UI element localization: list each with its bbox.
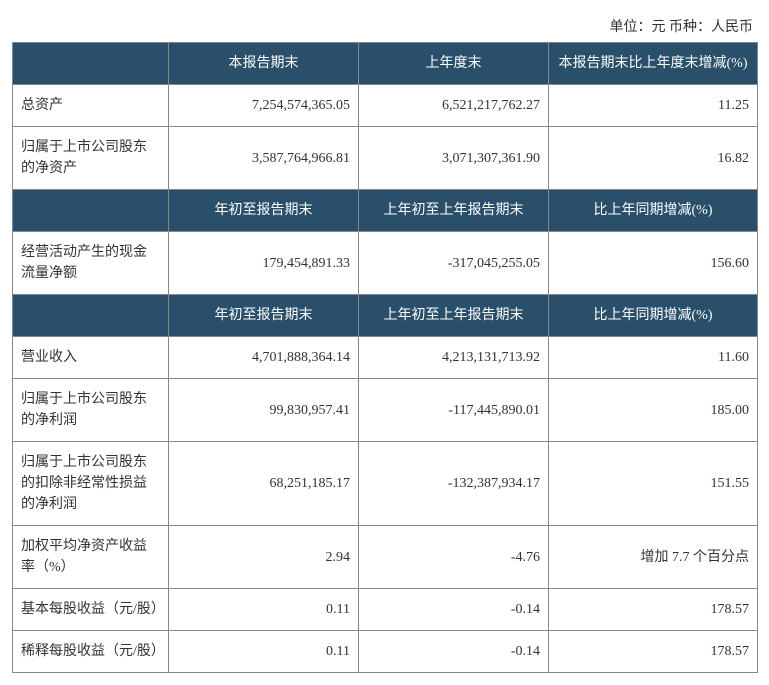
cell-value: 0.11 (169, 631, 359, 673)
cell-value: -0.14 (359, 589, 549, 631)
row-label: 经营活动产生的现金流量净额 (13, 232, 169, 295)
header-change-pct: 本报告期末比上年度末增减(%) (549, 43, 758, 85)
cell-value: 178.57 (549, 631, 758, 673)
header-blank (13, 43, 169, 85)
row-label: 营业收入 (13, 337, 169, 379)
cell-value: -0.14 (359, 631, 549, 673)
row-label: 总资产 (13, 85, 169, 127)
header-yoy-pct: 比上年同期增减(%) (549, 295, 758, 337)
cell-value: -132,387,934.17 (359, 442, 549, 526)
header-blank (13, 295, 169, 337)
header-period-end: 本报告期末 (169, 43, 359, 85)
cell-value: 3,587,764,966.81 (169, 127, 359, 190)
row-label: 稀释每股收益（元/股） (13, 631, 169, 673)
cell-value: 4,213,131,713.92 (359, 337, 549, 379)
cell-value: 3,071,307,361.90 (359, 127, 549, 190)
cell-value: 16.82 (549, 127, 758, 190)
header-yoy-pct: 比上年同期增减(%) (549, 190, 758, 232)
header-prior-ytd: 上年初至上年报告期末 (359, 190, 549, 232)
table-row: 归属于上市公司股东的扣除非经常性损益的净利润 68,251,185.17 -13… (13, 442, 758, 526)
row-label: 归属于上市公司股东的净利润 (13, 379, 169, 442)
cell-value: 11.25 (549, 85, 758, 127)
cell-value: 6,521,217,762.27 (359, 85, 549, 127)
row-label: 加权平均净资产收益率（%） (13, 526, 169, 589)
cell-value: 7,254,574,365.05 (169, 85, 359, 127)
header-row-2: 年初至报告期末 上年初至上年报告期末 比上年同期增减(%) (13, 190, 758, 232)
table-row: 营业收入 4,701,888,364.14 4,213,131,713.92 1… (13, 337, 758, 379)
header-prior-year-end: 上年度末 (359, 43, 549, 85)
table-row: 经营活动产生的现金流量净额 179,454,891.33 -317,045,25… (13, 232, 758, 295)
cell-value: 4,701,888,364.14 (169, 337, 359, 379)
row-label: 归属于上市公司股东的扣除非经常性损益的净利润 (13, 442, 169, 526)
cell-value: 11.60 (549, 337, 758, 379)
unit-label: 单位：元 币种：人民币 (12, 12, 757, 42)
cell-value: 178.57 (549, 589, 758, 631)
table-row: 加权平均净资产收益率（%） 2.94 -4.76 增加 7.7 个百分点 (13, 526, 758, 589)
header-row-1: 本报告期末 上年度末 本报告期末比上年度末增减(%) (13, 43, 758, 85)
cell-value: -317,045,255.05 (359, 232, 549, 295)
table-row: 基本每股收益（元/股） 0.11 -0.14 178.57 (13, 589, 758, 631)
table-row: 稀释每股收益（元/股） 0.11 -0.14 178.57 (13, 631, 758, 673)
table-row: 归属于上市公司股东的净利润 99,830,957.41 -117,445,890… (13, 379, 758, 442)
cell-value: 179,454,891.33 (169, 232, 359, 295)
header-blank (13, 190, 169, 232)
cell-value: 增加 7.7 个百分点 (549, 526, 758, 589)
header-prior-ytd: 上年初至上年报告期末 (359, 295, 549, 337)
cell-value: -4.76 (359, 526, 549, 589)
financial-table-wrapper: 单位：元 币种：人民币 本报告期末 上年度末 本报告期末比上年度末增减(%) 总… (12, 12, 757, 673)
cell-value: 68,251,185.17 (169, 442, 359, 526)
row-label: 归属于上市公司股东的净资产 (13, 127, 169, 190)
header-ytd: 年初至报告期末 (169, 190, 359, 232)
header-ytd: 年初至报告期末 (169, 295, 359, 337)
financial-table: 本报告期末 上年度末 本报告期末比上年度末增减(%) 总资产 7,254,574… (12, 42, 758, 673)
cell-value: 2.94 (169, 526, 359, 589)
cell-value: 0.11 (169, 589, 359, 631)
table-row: 总资产 7,254,574,365.05 6,521,217,762.27 11… (13, 85, 758, 127)
row-label: 基本每股收益（元/股） (13, 589, 169, 631)
cell-value: 156.60 (549, 232, 758, 295)
cell-value: 99,830,957.41 (169, 379, 359, 442)
cell-value: -117,445,890.01 (359, 379, 549, 442)
header-row-3: 年初至报告期末 上年初至上年报告期末 比上年同期增减(%) (13, 295, 758, 337)
cell-value: 185.00 (549, 379, 758, 442)
cell-value: 151.55 (549, 442, 758, 526)
table-row: 归属于上市公司股东的净资产 3,587,764,966.81 3,071,307… (13, 127, 758, 190)
